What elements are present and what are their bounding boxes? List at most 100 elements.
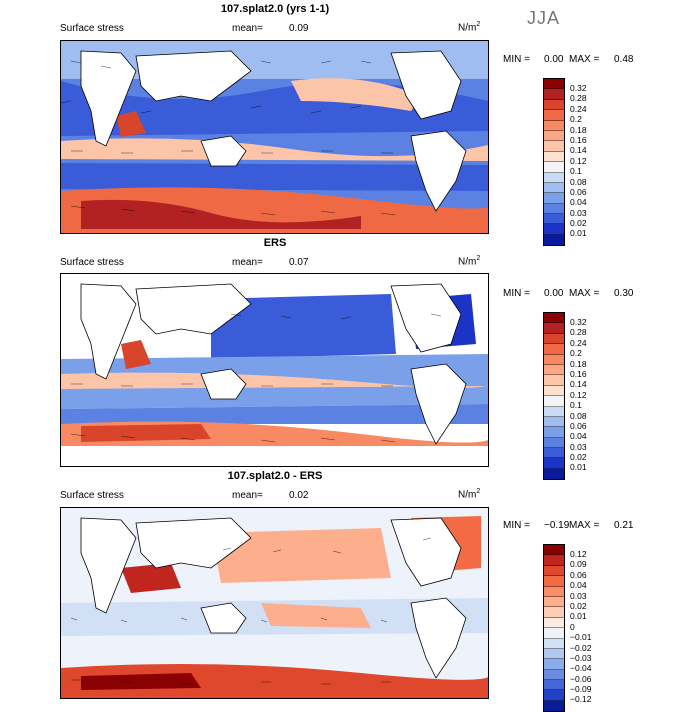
colorbar-cell — [544, 545, 564, 556]
colorbar-cell — [544, 700, 564, 712]
panel-3-mean-label: mean= — [232, 490, 263, 501]
colorbar-tick-label: 0.14 — [570, 379, 587, 390]
colorbar-cell — [544, 659, 564, 670]
season-label: JJA — [527, 8, 561, 28]
colorbar-cell — [544, 364, 564, 376]
panel-1-max-label: MAX = — [569, 54, 600, 65]
colorbar-cell — [544, 203, 564, 215]
panel-2-mean-value: 0.07 — [289, 257, 309, 268]
colorbar-cell — [544, 427, 564, 438]
panel-1-min-value: 0.00 — [544, 54, 564, 65]
colorbar-cell — [544, 448, 564, 459]
colorbar-tick-label: 0.2 — [570, 348, 582, 359]
colorbar-cell — [544, 162, 564, 173]
colorbar-tick-label: 0.03 — [570, 207, 587, 218]
colorbar-tick-label: 0.1 — [570, 400, 582, 411]
colorbar-cell — [544, 110, 564, 121]
colorbar-cell — [544, 89, 564, 100]
panel-3-max-label: MAX = — [569, 520, 600, 531]
colorbar-tick-label: 0.32 — [570, 83, 587, 93]
colorbar-cell — [544, 596, 564, 608]
colorbar-tick-label: 0.18 — [570, 358, 587, 369]
panel-3-map — [60, 507, 489, 699]
colorbar-cell — [544, 396, 564, 407]
panel-1-colorbar — [543, 78, 565, 247]
panel-1-mean-value: 0.09 — [289, 23, 309, 34]
panel-1-min-label: MIN = — [503, 54, 530, 65]
colorbar-cell — [544, 628, 564, 639]
colorbar-tick-label: 0.03 — [570, 590, 587, 601]
colorbar-tick-label: 0.04 — [570, 431, 587, 442]
colorbar-cell — [544, 375, 564, 386]
colorbar-cell — [544, 385, 564, 397]
panel-1-field-label: Surface stress — [60, 23, 124, 34]
panel-1-title: 107.splat2.0 (yrs 1-1) — [220, 3, 330, 15]
colorbar-cell — [544, 690, 564, 701]
colorbar-tick-label: 0.12 — [570, 155, 587, 166]
panel-2-map — [60, 273, 489, 467]
colorbar-tick-label: 0.12 — [570, 549, 587, 559]
colorbar-cell — [544, 141, 564, 152]
colorbar-cell — [544, 565, 564, 577]
colorbar-tick-label: −0.02 — [570, 642, 592, 653]
colorbar-tick-label: −0.06 — [570, 673, 592, 684]
colorbar-tick-label: 0.02 — [570, 600, 587, 611]
colorbar-cell — [544, 333, 564, 345]
colorbar-cell — [544, 416, 564, 428]
colorbar-tick-label: 0.06 — [570, 420, 587, 431]
colorbar-cell — [544, 323, 564, 334]
colorbar-tick-label: −0.12 — [570, 694, 592, 705]
panel-2-colorbar-labels: 0.32 0.28 0.24 0.2 0.18 0.16 0.14 0.12 0.1 0.08 0.… — [570, 317, 587, 473]
colorbar-tick-label: 0.08 — [570, 176, 587, 187]
panel-3-title: 107.splat2.0 - ERS — [227, 470, 323, 482]
colorbar-cell — [544, 648, 564, 660]
panel-2-min-value: 0.00 — [544, 288, 564, 299]
panel-3-min-value: −0.19 — [544, 520, 570, 531]
colorbar-tick-label: 0.01 — [570, 611, 587, 622]
panel-1-max-value: 0.48 — [614, 54, 634, 65]
panel-3-colorbar — [543, 544, 565, 712]
colorbar-tick-label: 0.18 — [570, 124, 587, 135]
panel-2-units: N/m2 — [458, 255, 481, 268]
colorbar-tick-label: 0.04 — [570, 197, 587, 208]
colorbar-cell — [544, 468, 564, 480]
panel-2-title: ERS — [263, 237, 287, 249]
colorbar-cell — [544, 437, 564, 449]
colorbar-tick-label: −0.01 — [570, 632, 592, 643]
panel-1-units: N/m2 — [458, 21, 481, 34]
colorbar-tick-label: 0.09 — [570, 559, 587, 570]
colorbar-cell — [544, 586, 564, 597]
colorbar-tick-label: 0.06 — [570, 569, 587, 580]
colorbar-cell — [544, 99, 564, 111]
colorbar-tick-label: 0.32 — [570, 317, 587, 327]
colorbar-tick-label: 0.02 — [570, 452, 587, 463]
colorbar-cell — [544, 214, 564, 225]
colorbar-tick-label: 0.28 — [570, 327, 587, 338]
colorbar-cell — [544, 680, 564, 691]
panel-3-colorbar-labels: 0.12 0.09 0.06 0.04 0.03 0.02 0.01 0 −0.01 −0.02−… — [570, 549, 592, 705]
colorbar-cell — [544, 458, 564, 469]
panel-2-min-label: MIN = — [503, 288, 530, 299]
panel-2-max-label: MAX = — [569, 288, 600, 299]
colorbar-tick-label: 0.03 — [570, 441, 587, 452]
panel-1-colorbar-labels: 0.32 0.28 0.24 0.2 0.18 0.16 0.14 0.12 0.1 0.08 0.… — [570, 83, 587, 239]
colorbar-cell — [544, 406, 564, 417]
panel-3-max-value: 0.21 — [614, 520, 634, 531]
colorbar-tick-label: 0.28 — [570, 93, 587, 104]
panel-1-map — [60, 40, 489, 234]
panel-2-field-label: Surface stress — [60, 257, 124, 268]
colorbar-cell — [544, 224, 564, 235]
colorbar-cell — [544, 669, 564, 681]
colorbar-cell — [544, 354, 564, 365]
colorbar-tick-label: 0.24 — [570, 103, 587, 114]
colorbar-tick-label: 0.08 — [570, 410, 587, 421]
colorbar-cell — [544, 234, 564, 246]
colorbar-tick-label: 0.14 — [570, 145, 587, 156]
colorbar-tick-label: −0.09 — [570, 684, 592, 695]
panel-3-mean-value: 0.02 — [289, 490, 309, 501]
colorbar-cell — [544, 576, 564, 587]
panel-2-mean-label: mean= — [232, 257, 263, 268]
colorbar-tick-label: 0.01 — [570, 462, 587, 473]
colorbar-cell — [544, 151, 564, 163]
colorbar-tick-label: 0.24 — [570, 337, 587, 348]
